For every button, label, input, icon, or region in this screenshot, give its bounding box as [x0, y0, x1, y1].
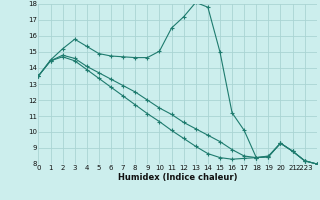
X-axis label: Humidex (Indice chaleur): Humidex (Indice chaleur): [118, 173, 237, 182]
